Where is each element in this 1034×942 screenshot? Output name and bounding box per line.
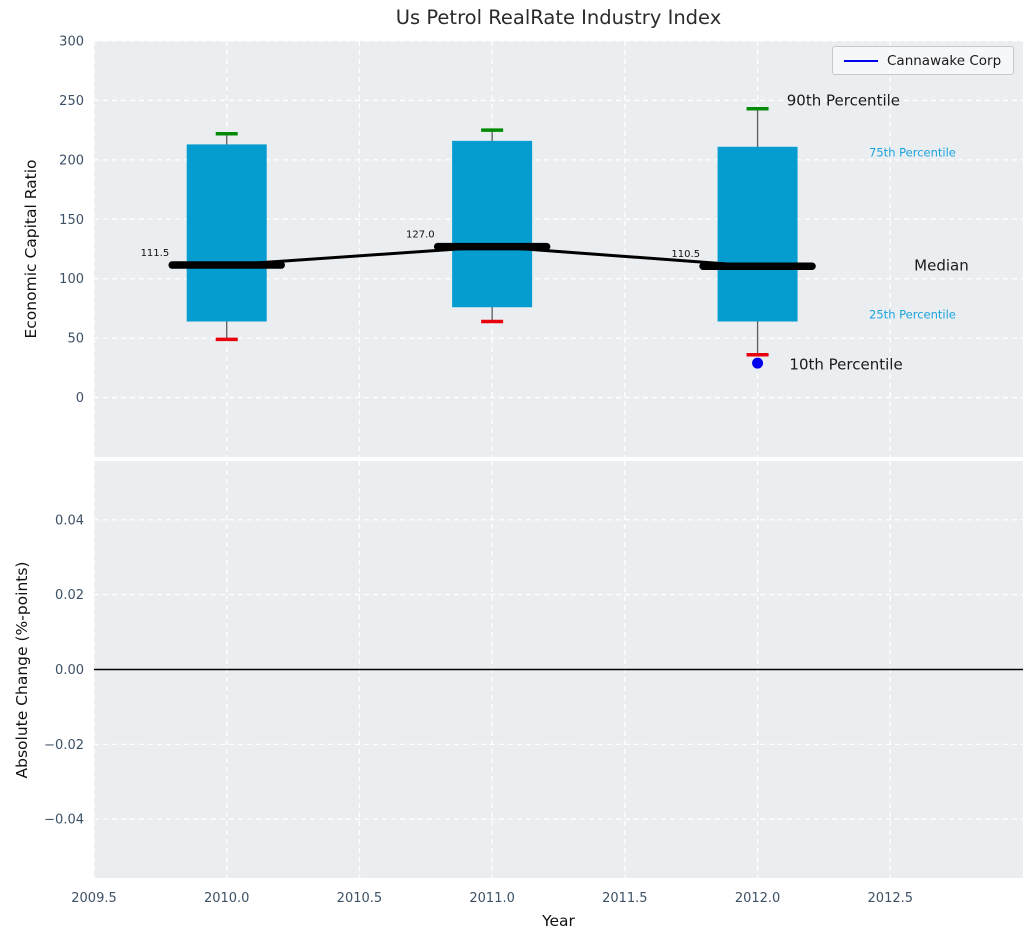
legend-line-sample [844,59,878,62]
annotation-75th-percentile: 75th Percentile [869,146,956,160]
annotation-25th-percentile: 25th Percentile [869,307,956,321]
y-tick-label: 150 [59,213,84,228]
median-value-label: 127.0 [406,230,435,241]
company-point [752,357,764,369]
iqr-box [717,146,798,322]
x-tick-label: 2011.0 [469,891,515,906]
y-axis-label-bottom: Absolute Change (%-points) [13,561,31,779]
annotation-90th-percentile: 90th Percentile [787,91,900,109]
x-tick-label: 2010.5 [337,891,383,906]
x-tick-label: 2012.5 [868,891,914,906]
x-tick-label: 2010.0 [204,891,250,906]
y-tick-label: −0.02 [44,738,84,753]
y-tick-label: 0 [76,391,84,406]
y-tick-label: 0.00 [55,663,84,678]
y-tick-label: 100 [59,272,84,287]
y-tick-label: 0.04 [55,513,84,528]
x-tick-label: 2012.0 [735,891,781,906]
median-value-label: 110.5 [671,249,700,260]
y-tick-label: 300 [59,35,84,50]
iqr-box [186,144,267,322]
y-tick-label: −0.04 [44,813,84,828]
x-tick-label: 2009.5 [71,891,117,906]
annotation-median: Median [914,257,969,275]
y-tick-label: 50 [67,332,84,347]
iqr-box [452,140,533,308]
annotation-10th-percentile: 10th Percentile [789,355,902,373]
x-axis-label: Year [542,912,575,930]
legend: Cannawake Corp [832,46,1015,75]
x-tick-label: 2011.5 [602,891,648,906]
y-tick-label: 0.02 [55,588,84,603]
y-tick-label: 200 [59,153,84,168]
median-value-label: 111.5 [141,248,170,259]
legend-label: Cannawake Corp [887,52,1002,69]
y-tick-label: 250 [59,94,84,109]
y-axis-label-top: Economic Capital Ratio [22,159,40,339]
chart-title: Us Petrol RealRate Industry Index [395,6,722,29]
